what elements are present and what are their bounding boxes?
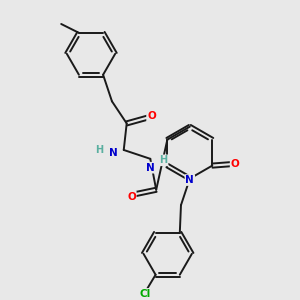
Text: H: H bbox=[160, 155, 168, 165]
Text: N: N bbox=[185, 175, 194, 185]
Text: O: O bbox=[231, 158, 239, 169]
Text: N: N bbox=[146, 163, 155, 173]
Text: Cl: Cl bbox=[140, 289, 151, 299]
Text: O: O bbox=[147, 111, 156, 121]
Text: N: N bbox=[109, 148, 118, 158]
Text: H: H bbox=[95, 145, 104, 155]
Text: O: O bbox=[127, 192, 136, 202]
